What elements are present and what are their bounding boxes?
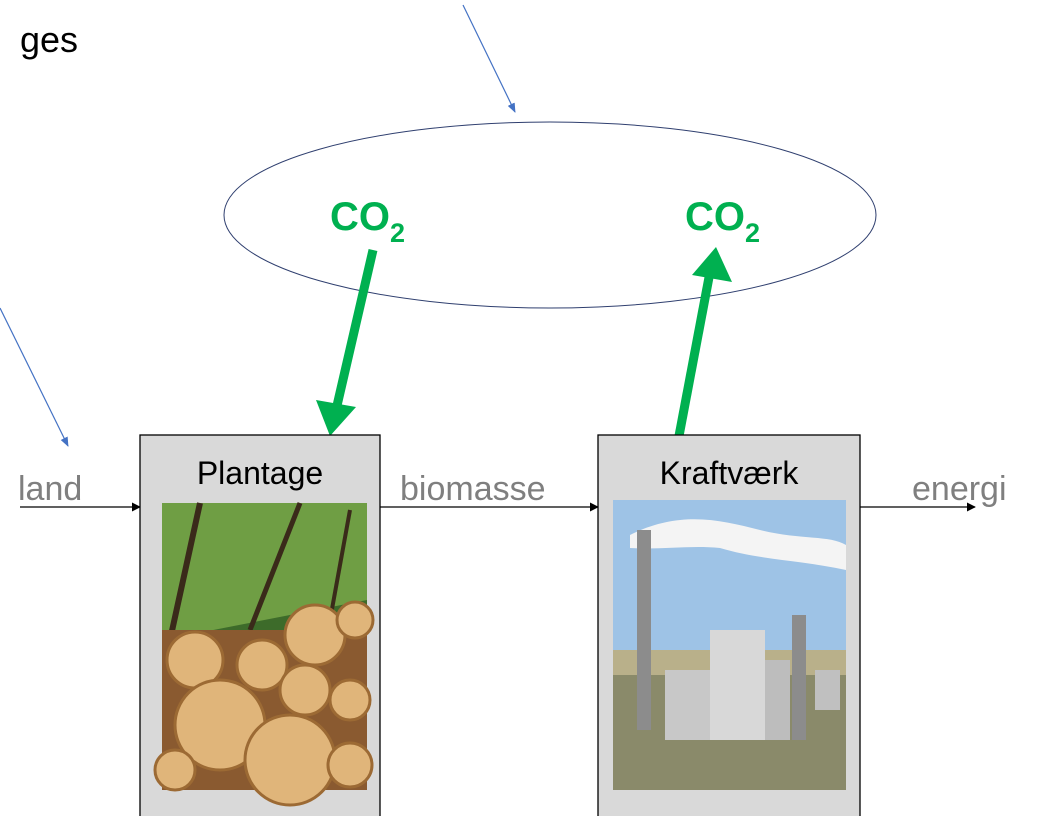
co2-arrow: [336, 250, 373, 410]
powerplant-photo: [613, 500, 846, 790]
pointer-line: [0, 308, 68, 446]
pointer-line: [463, 5, 515, 112]
atmosphere: [224, 122, 876, 308]
co2-arrowhead: [316, 400, 356, 436]
co2-label: CO2: [685, 195, 760, 248]
plantation-photo: [155, 503, 373, 805]
page: ges CO2 CO2 land biomasse energi Plantag…: [0, 0, 1037, 816]
node-label: Kraftværk: [660, 455, 800, 491]
flow-label: energi: [912, 470, 1007, 508]
co2-label: CO2: [330, 195, 405, 248]
header-text: ges: [20, 19, 78, 60]
flow-label: biomasse: [400, 470, 546, 508]
co2-arrow: [679, 272, 710, 436]
diagram: ges CO2 CO2 land biomasse energi Plantag…: [0, 0, 1037, 816]
node-label: Plantage: [197, 455, 323, 491]
co2-arrowhead: [692, 247, 732, 282]
flow-label: land: [18, 470, 82, 508]
